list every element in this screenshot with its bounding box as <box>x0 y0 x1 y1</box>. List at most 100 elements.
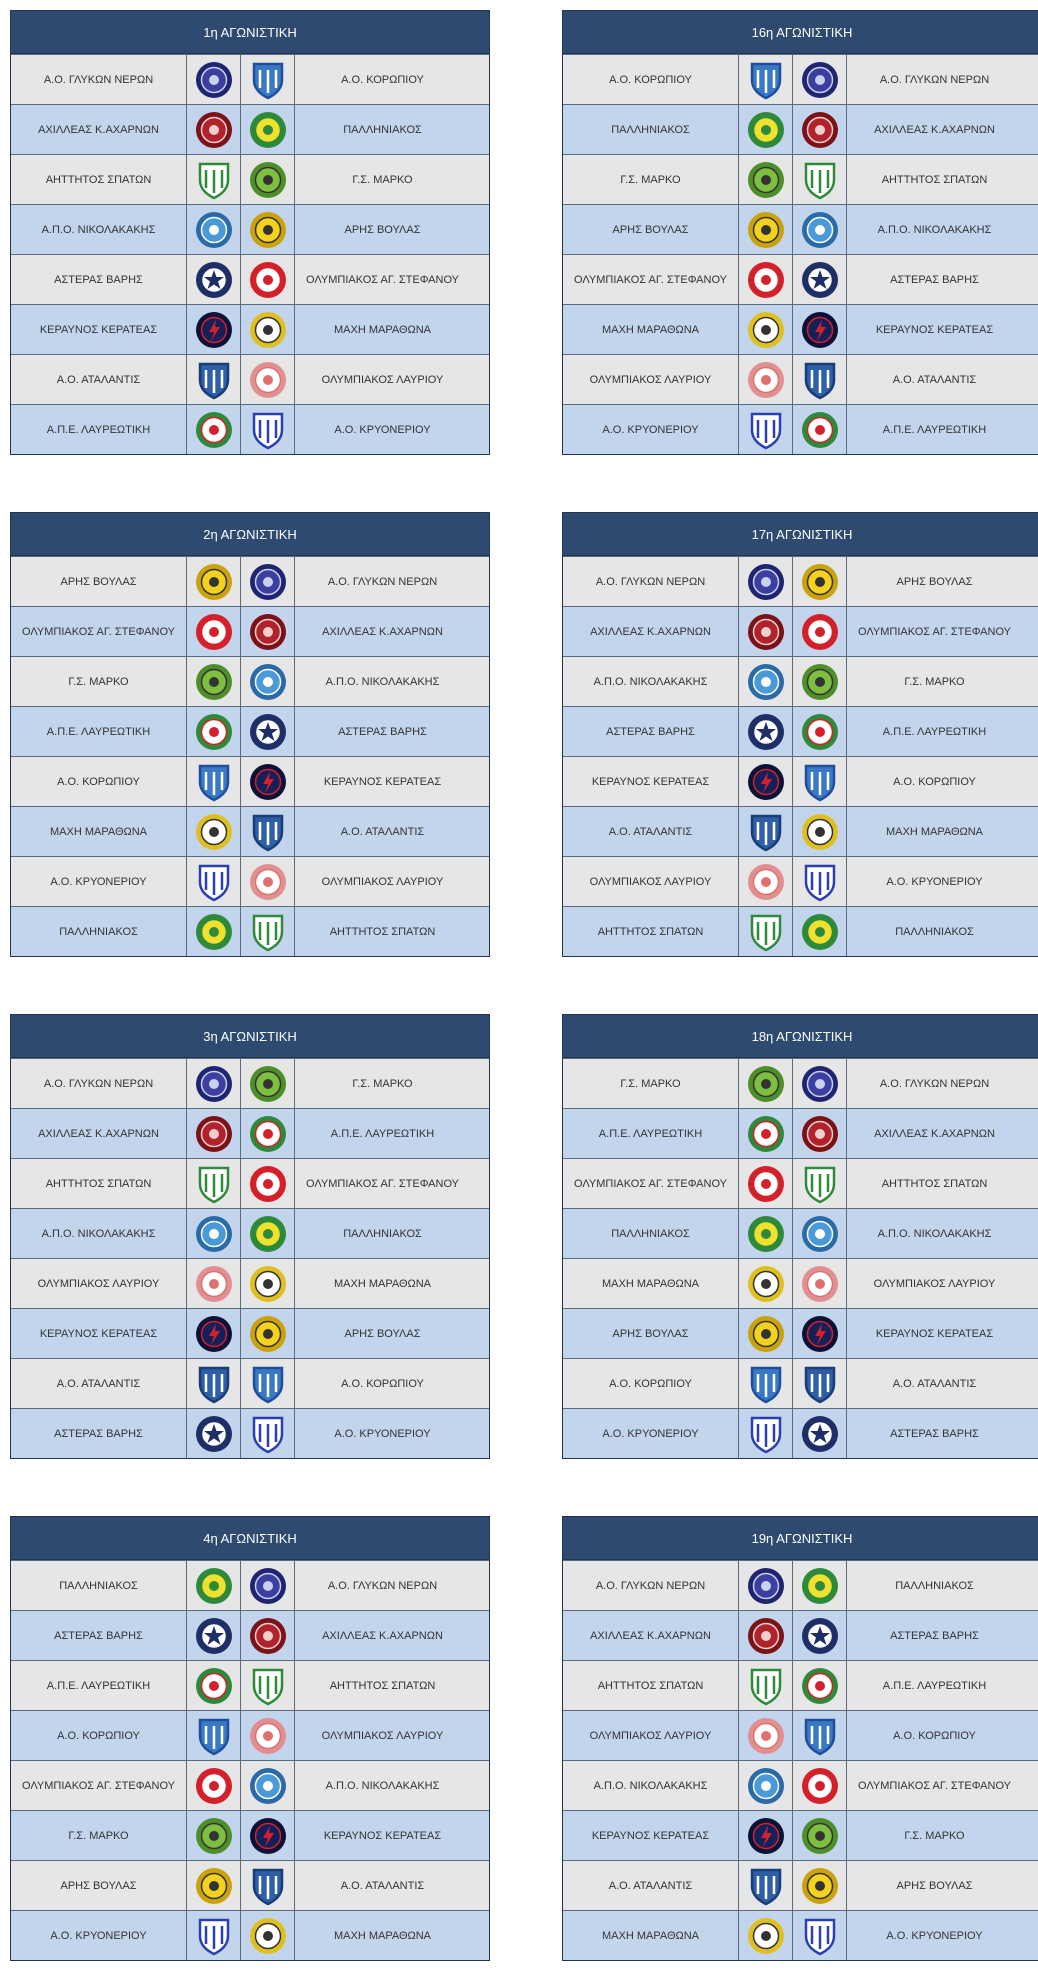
home-team-name: ΠΑΛΛΗΝΙΑΚΟΣ <box>59 1579 138 1592</box>
away-team-logo <box>792 155 846 204</box>
home-team-logo <box>186 607 240 656</box>
home-team-logo <box>186 1611 240 1660</box>
home-team-name: Α.Ο. ΚΟΡΩΠΙΟΥ <box>609 1377 692 1390</box>
match-row: ΑΗΤΤΗΤΟΣ ΣΠΑΤΩΝ ΟΛΥΜΠΙΑΚΟΣ ΑΓ. ΣΤΕΦΑΝΟΥ <box>11 1158 489 1208</box>
kryoneriou-shield-icon <box>252 412 283 449</box>
home-team-name: ΜΑΧΗ ΜΑΡΑΘΩΝΑ <box>601 323 700 336</box>
match-row: Α.Ο. ΚΡΥΟΝΕΡΙΟΥ Α.Π.Ε. ΛΑΥΡΕΩΤΙΚΗ <box>563 404 1038 454</box>
nikolakakis-crest-icon <box>249 663 286 700</box>
home-team-name: ΑΡΗΣ ΒΟΥΛΑΣ <box>60 1879 137 1892</box>
away-team-logo <box>240 1761 294 1810</box>
match-row: ΜΑΧΗ ΜΑΡΑΘΩΝΑ ΟΛΥΜΠΙΑΚΟΣ ΛΑΥΡΙΟΥ <box>563 1258 1038 1308</box>
nikolakakis-crest-icon <box>195 1215 232 1252</box>
home-team-logo <box>738 1159 792 1208</box>
round-table: 16η ΑΓΩΝΙΣΤΙΚΗ Α.Ο. ΚΟΡΩΠΙΟΥ Α.Ο. ΓΛΥΚΩΝ Ν… <box>562 10 1038 455</box>
home-team-name: Α.Ο. ΚΟΡΩΠΙΟΥ <box>57 1729 140 1742</box>
round-table: 4η ΑΓΩΝΙΣΤΙΚΗ ΠΑΛΛΗΝΙΑΚΟΣ Α.Ο. ΓΛΥΚΩΝ ΝΕΡΩ… <box>10 1516 490 1961</box>
aittitos-shield-icon <box>252 1668 283 1705</box>
match-row: Α.Π.Ε. ΛΑΥΡΕΩΤΙΚΗ ΑΗΤΤΗΤΟΣ ΣΠΑΤΩΝ <box>11 1660 489 1710</box>
olympiakos-lavriou-crest-icon <box>747 361 784 398</box>
kryoneriou-shield-icon <box>804 1918 835 1955</box>
home-team-name: Α.Ο. ΓΛΥΚΩΝ ΝΕΡΩΝ <box>595 575 706 588</box>
atlantis-shield-icon <box>750 814 781 851</box>
olympiakos-stefanou-crest-icon <box>801 1767 838 1804</box>
away-team-name: Α.Π.Ε. ΛΑΥΡΕΩΤΙΚΗ <box>294 1109 470 1158</box>
marko-crest-icon <box>195 663 232 700</box>
match-row: ΟΛΥΜΠΙΑΚΟΣ ΛΑΥΡΙΟΥ Α.Ο. ΑΤΑΛΑΝΤΙΣ <box>563 354 1038 404</box>
match-row: Γ.Σ. ΜΑΡΚΟ ΚΕΡΑΥΝΟΣ ΚΕΡΑΤΕΑΣ <box>11 1810 489 1860</box>
away-team-name: ΜΑΧΗ ΜΑΡΑΘΩΝΑ <box>294 1911 470 1960</box>
glykon-nerон-crest-icon <box>249 563 286 600</box>
away-team-logo <box>792 405 846 454</box>
glykon-nerон-crest-icon <box>747 563 784 600</box>
away-team-name: Α.Π.Ο. ΝΙΚΟΛΑΚΑΚΗΣ <box>846 205 1022 254</box>
away-team-name: Α.Π.Ο. ΝΙΚΟΛΑΚΑΚΗΣ <box>846 1209 1022 1258</box>
match-row: ΟΛΥΜΠΙΑΚΟΣ ΛΑΥΡΙΟΥ Α.Ο. ΚΟΡΩΠΙΟΥ <box>563 1710 1038 1760</box>
match-row: Α.Ο. ΚΟΡΩΠΙΟΥ ΟΛΥΜΠΙΑΚΟΣ ΛΑΥΡΙΟΥ <box>11 1710 489 1760</box>
home-team-logo <box>738 1611 792 1660</box>
away-team-logo <box>240 1861 294 1910</box>
keravnos-bolt-crest-icon <box>801 1315 838 1352</box>
koropiou-shield-icon <box>750 62 781 99</box>
match-row: ΑΗΤΤΗΤΟΣ ΣΠΑΤΩΝ Γ.Σ. ΜΑΡΚΟ <box>11 154 489 204</box>
aittitos-shield-icon <box>198 1166 229 1203</box>
away-team-logo <box>792 1209 846 1258</box>
away-team-logo <box>792 757 846 806</box>
marko-crest-icon <box>747 1065 784 1102</box>
away-team-logo <box>792 205 846 254</box>
home-team-logo <box>186 1309 240 1358</box>
match-row: Α.Ο. ΚΟΡΩΠΙΟΥ Α.Ο. ΓΛΥΚΩΝ ΝΕΡΩΝ <box>563 54 1038 104</box>
home-team-logo <box>738 355 792 404</box>
away-team-logo <box>240 1259 294 1308</box>
aris-voulas-crest-icon <box>195 563 232 600</box>
maxi-marathona-crest-icon <box>195 813 232 850</box>
away-team-logo <box>240 1309 294 1358</box>
home-team-name: ΑΡΗΣ ΒΟΥΛΑΣ <box>612 223 689 236</box>
home-team-logo <box>738 1861 792 1910</box>
match-row: Α.Ο. ΓΛΥΚΩΝ ΝΕΡΩΝ ΑΡΗΣ ΒΟΥΛΑΣ <box>563 556 1038 606</box>
aittitos-shield-icon <box>804 162 835 199</box>
achilleas-crest-icon <box>801 1115 838 1152</box>
away-team-name: ΜΑΧΗ ΜΑΡΑΘΩΝΑ <box>294 305 470 354</box>
maxi-marathona-crest-icon <box>801 813 838 850</box>
away-team-name: ΠΑΛΛΗΝΙΑΚΟΣ <box>846 1561 1022 1610</box>
keravnos-bolt-crest-icon <box>747 763 784 800</box>
round-title-text: 17η ΑΓΩΝΙΣΤΙΚΗ <box>751 526 853 542</box>
aris-voulas-crest-icon <box>747 211 784 248</box>
away-team-logo <box>792 1861 846 1910</box>
home-team-logo <box>738 807 792 856</box>
kryoneriou-shield-icon <box>198 864 229 901</box>
away-team-name: ΑΡΗΣ ΒΟΥΛΑΣ <box>294 205 470 254</box>
away-team-name: Α.Ο. ΓΛΥΚΩΝ ΝΕΡΩΝ <box>846 1059 1022 1108</box>
round-table: 3η ΑΓΩΝΙΣΤΙΚΗ Α.Ο. ΓΛΥΚΩΝ ΝΕΡΩΝ Γ.Σ. ΜΑΡΚΟ… <box>10 1014 490 1459</box>
away-team-logo <box>792 1711 846 1760</box>
home-team-logo <box>186 1409 240 1458</box>
olympiakos-stefanou-crest-icon <box>249 261 286 298</box>
match-row: ΑΡΗΣ ΒΟΥΛΑΣ Α.Π.Ο. ΝΙΚΟΛΑΚΑΚΗΣ <box>563 204 1038 254</box>
home-team-logo <box>186 1661 240 1710</box>
asteras-star-crest-icon <box>249 713 286 750</box>
home-team-logo <box>738 155 792 204</box>
home-team-name: Α.Ο. ΚΟΡΩΠΙΟΥ <box>609 73 692 86</box>
home-team-name: Γ.Σ. ΜΑΡΚΟ <box>68 1829 129 1842</box>
home-team-logo <box>186 1109 240 1158</box>
home-team-name: Α.Π.Ε. ΛΑΥΡΕΩΤΙΚΗ <box>46 1679 151 1692</box>
lavreotiki-crest-icon <box>801 713 838 750</box>
atlantis-shield-icon <box>804 362 835 399</box>
keravnos-bolt-crest-icon <box>747 1817 784 1854</box>
home-team-logo <box>738 1259 792 1308</box>
koropiou-shield-icon <box>198 764 229 801</box>
home-team-logo <box>186 1159 240 1208</box>
away-team-logo <box>240 757 294 806</box>
home-team-logo <box>738 1309 792 1358</box>
match-row: Α.Π.Ε. ΛΑΥΡΕΩΤΙΚΗ ΑΧΙΛΛΕΑΣ Κ.ΑΧΑΡΝΩΝ <box>563 1108 1038 1158</box>
home-team-logo <box>186 1561 240 1610</box>
home-team-name: Γ.Σ. ΜΑΡΚΟ <box>68 675 129 688</box>
home-team-logo <box>738 1711 792 1760</box>
away-team-name: ΟΛΥΜΠΙΑΚΟΣ ΑΓ. ΣΤΕΦΑΝΟΥ <box>846 607 1022 656</box>
match-row: ΑΡΗΣ ΒΟΥΛΑΣ Α.Ο. ΓΛΥΚΩΝ ΝΕΡΩΝ <box>11 556 489 606</box>
aittitos-shield-icon <box>750 914 781 951</box>
achilleas-crest-icon <box>747 613 784 650</box>
home-team-name: ΠΑΛΛΗΝΙΑΚΟΣ <box>59 925 138 938</box>
away-team-logo <box>240 607 294 656</box>
